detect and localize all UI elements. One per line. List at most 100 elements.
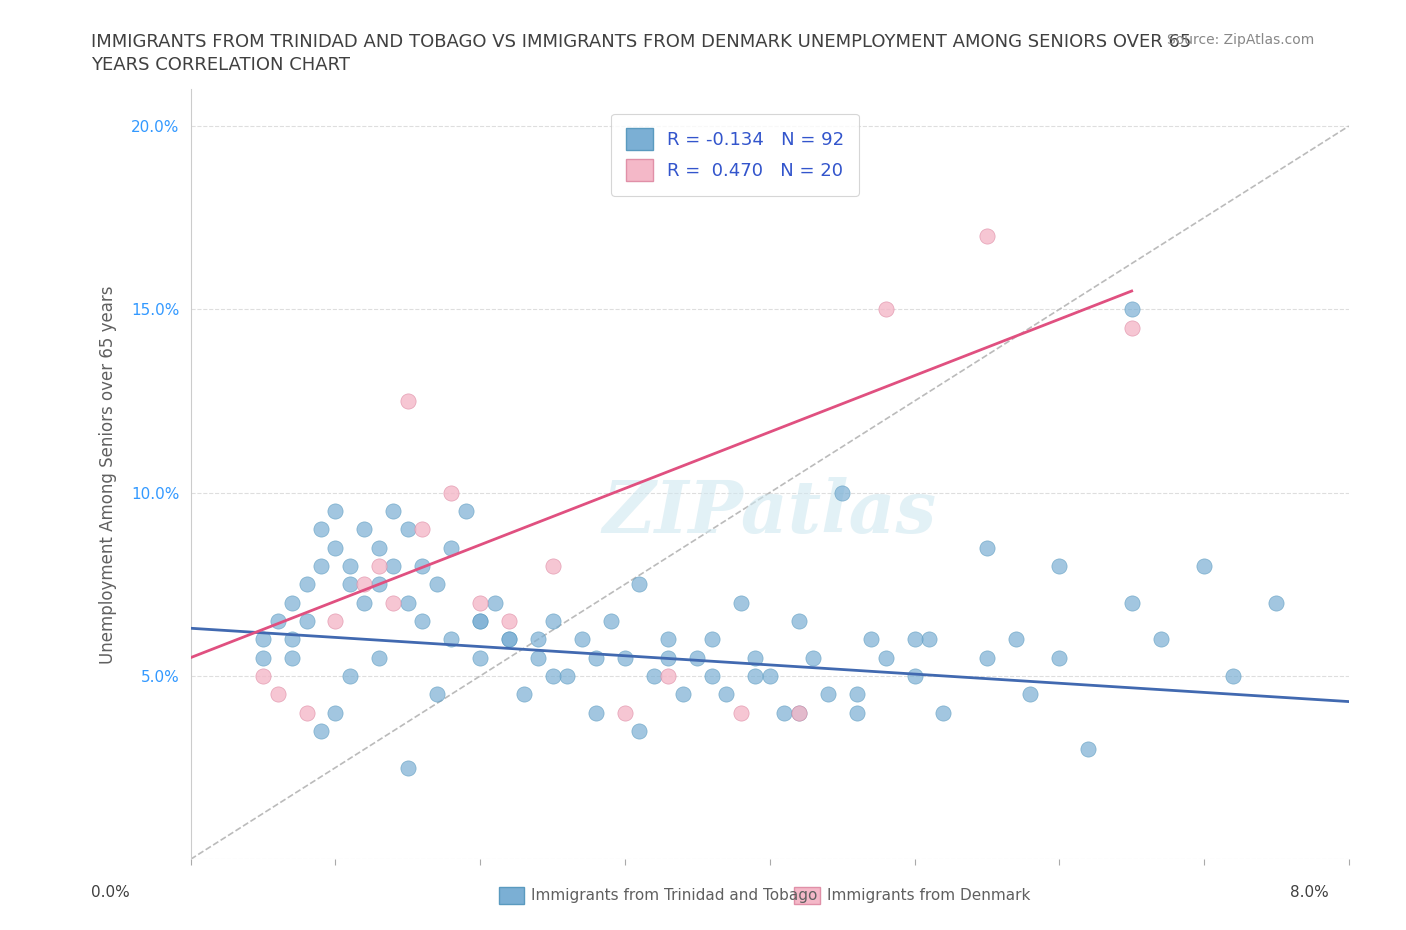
Point xyxy=(976,540,998,555)
Point xyxy=(339,577,361,591)
Point xyxy=(325,614,347,629)
Point xyxy=(801,650,824,665)
Point xyxy=(498,631,520,646)
Point xyxy=(266,614,288,629)
Point xyxy=(787,705,810,720)
Point xyxy=(817,686,839,701)
Point xyxy=(672,686,695,701)
Point xyxy=(628,577,651,591)
Point xyxy=(700,669,723,684)
Point xyxy=(628,724,651,738)
Point xyxy=(1005,631,1028,646)
Point xyxy=(382,503,405,518)
Text: IMMIGRANTS FROM TRINIDAD AND TOBAGO VS IMMIGRANTS FROM DENMARK UNEMPLOYMENT AMON: IMMIGRANTS FROM TRINIDAD AND TOBAGO VS I… xyxy=(91,33,1192,74)
Point xyxy=(454,503,477,518)
Point xyxy=(325,503,347,518)
Point xyxy=(744,650,766,665)
Point xyxy=(411,559,433,574)
Point xyxy=(918,631,941,646)
Point xyxy=(787,705,810,720)
Point xyxy=(252,669,274,684)
Point xyxy=(295,705,318,720)
Point xyxy=(875,650,897,665)
Point xyxy=(252,631,274,646)
Legend: R = -0.134   N = 92, R =  0.470   N = 20: R = -0.134 N = 92, R = 0.470 N = 20 xyxy=(612,113,859,196)
Point xyxy=(976,650,998,665)
Point xyxy=(730,595,752,610)
Point xyxy=(266,686,288,701)
Point xyxy=(426,686,449,701)
Point xyxy=(440,540,463,555)
Point xyxy=(657,669,679,684)
Point xyxy=(976,229,998,244)
Point xyxy=(758,669,780,684)
Point xyxy=(1192,559,1215,574)
Point xyxy=(614,650,637,665)
Point xyxy=(470,650,492,665)
Point xyxy=(657,650,679,665)
Point xyxy=(295,577,318,591)
Point xyxy=(541,614,564,629)
Point xyxy=(498,614,520,629)
Point xyxy=(411,614,433,629)
Point xyxy=(585,650,607,665)
Point xyxy=(498,631,520,646)
Point xyxy=(845,705,868,720)
Point xyxy=(470,595,492,610)
Point xyxy=(325,705,347,720)
Point xyxy=(744,669,766,684)
Point xyxy=(903,631,925,646)
Point xyxy=(585,705,607,720)
Point xyxy=(657,631,679,646)
Point xyxy=(555,669,578,684)
Point xyxy=(353,577,375,591)
Point xyxy=(860,631,883,646)
Point xyxy=(831,485,853,500)
Point xyxy=(470,614,492,629)
Point xyxy=(396,522,419,537)
Point xyxy=(512,686,534,701)
Point xyxy=(932,705,955,720)
Point xyxy=(599,614,621,629)
Point xyxy=(484,595,506,610)
Point xyxy=(309,724,332,738)
Point xyxy=(541,669,564,684)
Point xyxy=(281,650,304,665)
Point xyxy=(368,540,391,555)
Point xyxy=(353,595,375,610)
Point xyxy=(1077,742,1099,757)
Text: 8.0%: 8.0% xyxy=(1289,885,1329,900)
Point xyxy=(571,631,593,646)
Point xyxy=(875,302,897,317)
Point xyxy=(700,631,723,646)
Point xyxy=(281,595,304,610)
Point xyxy=(281,631,304,646)
Point xyxy=(309,559,332,574)
Point xyxy=(368,650,391,665)
Point xyxy=(440,631,463,646)
Point xyxy=(252,650,274,665)
Point xyxy=(368,577,391,591)
Point xyxy=(1047,650,1070,665)
Point xyxy=(773,705,796,720)
Point xyxy=(325,540,347,555)
Point xyxy=(686,650,709,665)
Point xyxy=(787,614,810,629)
Point xyxy=(1121,320,1143,335)
Point xyxy=(1019,686,1042,701)
Point xyxy=(411,522,433,537)
Point xyxy=(1121,302,1143,317)
Point xyxy=(716,686,738,701)
Point xyxy=(382,595,405,610)
Point xyxy=(382,559,405,574)
Point xyxy=(527,631,550,646)
Point xyxy=(1121,595,1143,610)
Point xyxy=(309,522,332,537)
Point xyxy=(1222,669,1244,684)
Text: 0.0%: 0.0% xyxy=(91,885,131,900)
Point xyxy=(527,650,550,665)
Point xyxy=(845,686,868,701)
Text: ZIPatlas: ZIPatlas xyxy=(603,477,936,549)
Point xyxy=(353,522,375,537)
Point xyxy=(440,485,463,500)
